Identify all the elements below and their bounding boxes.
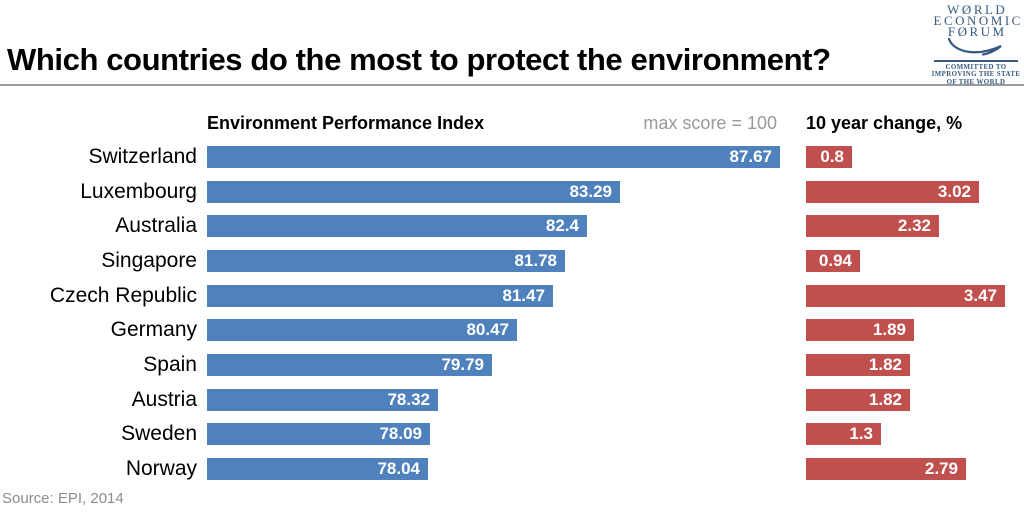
epi-value-label: 78.09 (379, 424, 422, 443)
epi-bar: 78.09 (207, 423, 430, 445)
epi-value-label: 83.29 (569, 182, 612, 201)
epi-bar: 78.04 (207, 458, 428, 480)
change-bar: 0.94 (806, 250, 860, 272)
logo-line-economic: ECONOMIC (933, 13, 1023, 28)
logo-tagline-line1: COMMITTED TO (945, 64, 1007, 71)
change-column-header: 10 year change, % (806, 113, 963, 133)
change-bar: 2.79 (806, 458, 966, 480)
change-value-label: 1.89 (872, 320, 906, 339)
epi-bar: 78.32 (207, 389, 438, 411)
source-note: Source: EPI, 2014 (2, 490, 124, 507)
change-value-label: 3.47 (963, 286, 997, 305)
epi-bar: 79.79 (207, 354, 492, 376)
epi-bar: 80.47 (207, 319, 517, 341)
change-value-label: 1.3 (849, 424, 873, 443)
title-divider (0, 84, 1024, 86)
change-bar: 3.02 (806, 181, 979, 203)
epi-bar: 87.67 (207, 146, 780, 168)
logo-line-forum: FØRUM (947, 24, 1007, 39)
country-label: Switzerland (88, 145, 197, 168)
country-label: Singapore (101, 249, 197, 272)
change-bar: 0.8 (806, 146, 852, 168)
epi-column-header: Environment Performance Index (207, 113, 485, 133)
logo-swoosh-icon (947, 38, 1002, 56)
country-label: Norway (125, 457, 197, 480)
change-value-label: 0.94 (818, 251, 852, 270)
change-bar: 1.89 (806, 319, 914, 341)
page-title: Which countries do the most to protect t… (7, 42, 831, 77)
epi-value-label: 80.47 (466, 320, 509, 339)
epi-value-label: 78.04 (377, 459, 420, 478)
change-bar: 1.3 (806, 423, 881, 445)
change-bar: 1.82 (806, 354, 910, 376)
change-value-label: 2.32 (897, 216, 931, 235)
epi-value-label: 81.47 (502, 286, 545, 305)
change-bar: 3.47 (806, 285, 1005, 307)
epi-value-label: 78.32 (387, 390, 430, 409)
country-label: Sweden (121, 422, 197, 445)
epi-bar: 81.47 (207, 285, 553, 307)
country-label: Czech Republic (49, 284, 197, 307)
wef-logo: WØRLD ECONOMIC FØRUM COMMITTED TO IMPROV… (931, 2, 1023, 86)
change-bar: 1.82 (806, 389, 910, 411)
change-value-label: 3.02 (937, 182, 971, 201)
epi-bar: 82.4 (207, 215, 587, 237)
logo-divider (934, 60, 1018, 62)
logo-tagline-line2: IMPROVING THE STATE (931, 71, 1021, 79)
epi-value-label: 87.67 (729, 147, 772, 166)
logo-line-world: WØRLD (947, 2, 1008, 17)
epi-value-label: 81.78 (514, 251, 557, 270)
epi-value-label: 79.79 (441, 355, 484, 374)
country-label: Australia (115, 214, 197, 237)
epi-bar: 81.78 (207, 250, 565, 272)
logo-tagline-line3: OF THE WORLD (946, 78, 1006, 86)
country-label: Germany (110, 318, 197, 341)
epi-bar: 83.29 (207, 181, 620, 203)
change-bar: 2.32 (806, 215, 939, 237)
change-value-label: 1.82 (868, 390, 902, 409)
change-value-label: 0.8 (820, 147, 844, 166)
country-label: Spain (143, 353, 197, 376)
country-label: Austria (131, 388, 197, 411)
max-score-note: max score = 100 (643, 113, 777, 133)
country-label: Luxembourg (80, 180, 197, 203)
change-value-label: 2.79 (924, 459, 958, 478)
epi-value-label: 82.4 (545, 216, 579, 235)
change-value-label: 1.82 (868, 355, 902, 374)
